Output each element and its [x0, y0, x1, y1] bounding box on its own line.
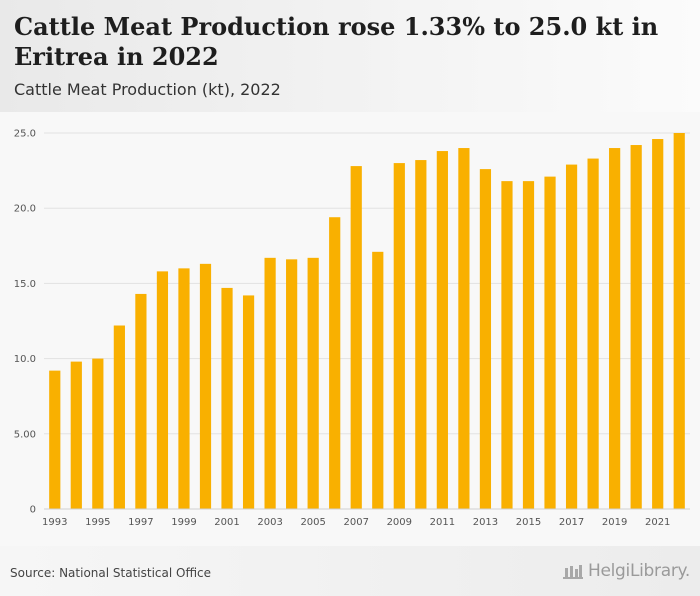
bar [372, 251, 384, 509]
x-tick-label: 2013 [473, 517, 498, 528]
x-tick-label: 2003 [257, 517, 282, 528]
x-tick-label: 1997 [128, 517, 153, 528]
bar [70, 361, 82, 509]
bar [113, 325, 125, 509]
bar [199, 263, 212, 509]
helgi-library-logo[interactable]: HelgiLibrary. [562, 561, 690, 581]
bar [415, 160, 427, 509]
source-text: Source: National Statistical Office [10, 566, 212, 580]
y-tick-label: 0 [30, 505, 36, 516]
x-tick-label: 2021 [645, 517, 670, 528]
bar [544, 176, 556, 509]
header: Cattle Meat Production rose 1.33% to 25.… [0, 0, 700, 112]
chart-subtitle: Cattle Meat Production (kt), 2022 [14, 80, 281, 99]
bar [286, 259, 298, 509]
x-tick-label: 2005 [300, 517, 325, 528]
x-tick-label: 2019 [602, 517, 627, 528]
library-icon [562, 565, 583, 579]
bar [92, 358, 104, 509]
bar [49, 370, 61, 509]
footer [0, 546, 700, 596]
bar [630, 145, 642, 509]
bar [458, 148, 470, 509]
x-tick-label: 2009 [387, 517, 412, 528]
bar [479, 169, 492, 509]
x-tick-label: 2011 [430, 517, 455, 528]
logo-text: HelgiLibrary. [587, 561, 690, 581]
x-tick-label: 2001 [214, 517, 239, 528]
bar [156, 271, 169, 509]
bar [221, 287, 233, 509]
bar [178, 268, 190, 509]
y-tick-label: 5.00 [14, 429, 36, 440]
bar [135, 293, 147, 509]
bar-chart: 0 5.00 10.0 15.0 20.0 25.0 1993 1995 1997 1999 200… [14, 129, 690, 528]
x-tick-label: 2007 [344, 517, 369, 528]
y-tick-label: 20.0 [14, 204, 36, 215]
x-tick-label: 1999 [171, 517, 196, 528]
bar [522, 181, 535, 509]
bar [436, 151, 448, 510]
y-tick-label: 25.0 [14, 129, 36, 140]
y-tick-label: 15.0 [14, 279, 36, 290]
bar [329, 217, 341, 509]
x-tick-label: 1993 [42, 517, 67, 528]
bar [673, 133, 685, 509]
x-tick-label: 2017 [559, 517, 584, 528]
bar [350, 166, 362, 509]
bar [652, 139, 664, 509]
bar [264, 257, 276, 509]
bar [242, 295, 255, 509]
bar [307, 257, 319, 509]
bar [565, 164, 578, 509]
y-tick-label: 10.0 [14, 354, 36, 365]
bar [587, 158, 599, 509]
page-title: Cattle Meat Production rose 1.33% to 25.… [14, 12, 659, 71]
bar [609, 148, 621, 509]
x-tick-label: 2015 [516, 517, 541, 528]
x-tick-label: 1995 [85, 517, 110, 528]
bar [501, 181, 513, 509]
bar [393, 163, 405, 509]
